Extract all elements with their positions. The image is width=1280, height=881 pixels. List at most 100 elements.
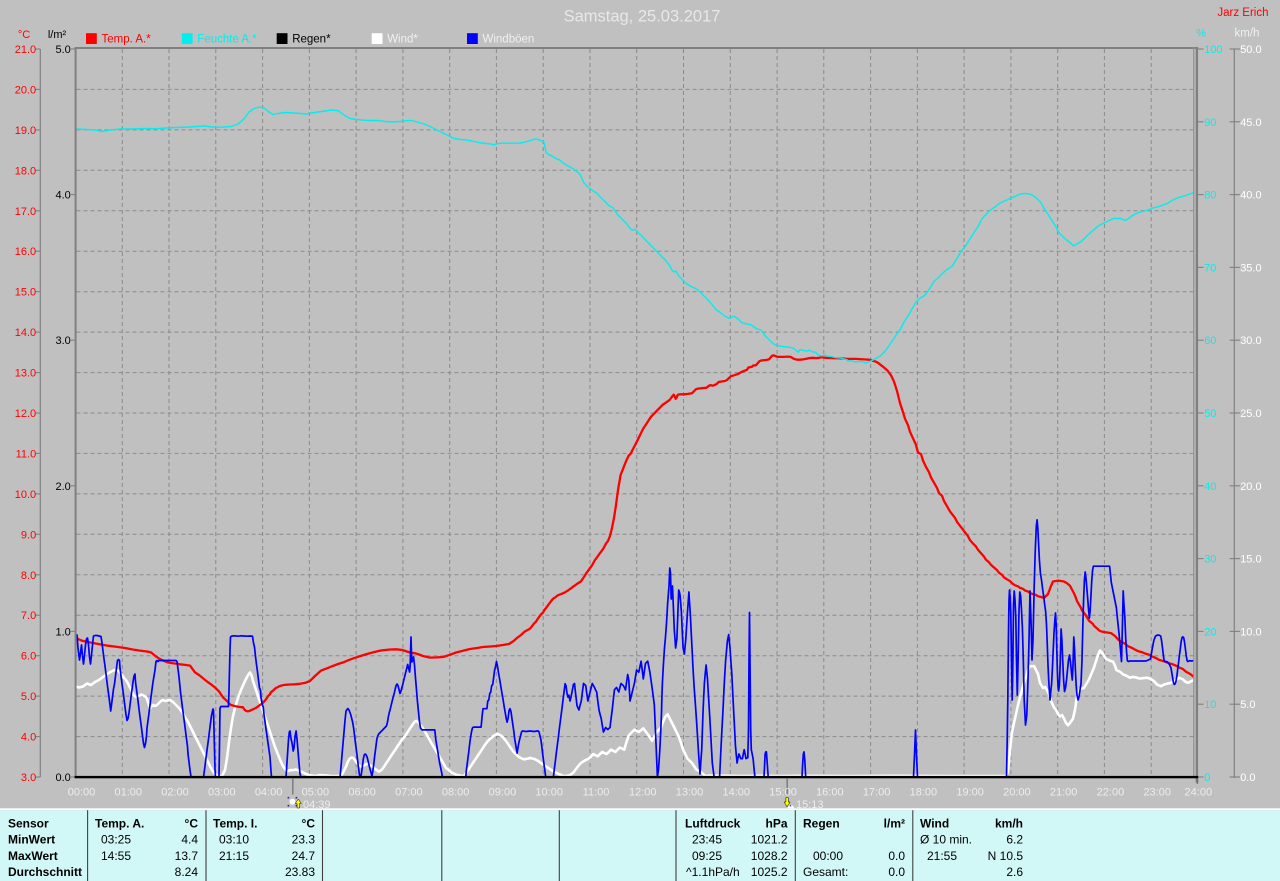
svg-text:Wind: Wind — [920, 816, 949, 830]
svg-text:05:00: 05:00 — [302, 787, 330, 799]
svg-text:°C: °C — [18, 29, 30, 41]
svg-text:22:00: 22:00 — [1097, 787, 1125, 799]
svg-text:60: 60 — [1204, 335, 1216, 347]
svg-text:MaxWert: MaxWert — [8, 849, 58, 863]
svg-text:6.0: 6.0 — [21, 651, 36, 663]
svg-text:09:00: 09:00 — [489, 787, 517, 799]
svg-text:3.0: 3.0 — [21, 772, 36, 784]
svg-text:50.0: 50.0 — [1240, 44, 1261, 56]
svg-text:^1.1hPa/h: ^1.1hPa/h — [686, 865, 740, 879]
svg-text:5.0: 5.0 — [1240, 699, 1255, 711]
svg-text:23:00: 23:00 — [1143, 787, 1171, 799]
svg-text:12.0: 12.0 — [15, 408, 36, 420]
svg-text:0.0: 0.0 — [56, 772, 71, 784]
svg-text:Sensor: Sensor — [8, 816, 49, 830]
svg-text:24:00: 24:00 — [1185, 787, 1213, 799]
svg-text:23:45: 23:45 — [692, 833, 722, 847]
svg-text:18:00: 18:00 — [910, 787, 938, 799]
svg-text:16:00: 16:00 — [816, 787, 844, 799]
svg-text:7.0: 7.0 — [21, 610, 36, 622]
svg-text:40.0: 40.0 — [1240, 190, 1261, 202]
svg-text:Feuchte A.*: Feuchte A.* — [197, 34, 257, 46]
svg-text:16.0: 16.0 — [15, 246, 36, 258]
svg-text:0.0: 0.0 — [1240, 772, 1255, 784]
svg-text:15.0: 15.0 — [15, 287, 36, 299]
svg-text:70: 70 — [1204, 262, 1216, 274]
svg-text:15:13: 15:13 — [796, 799, 824, 811]
svg-text:0.0: 0.0 — [888, 865, 905, 879]
svg-text:%: % — [1196, 28, 1206, 40]
svg-text:1021.2: 1021.2 — [751, 833, 788, 847]
svg-text:13.0: 13.0 — [15, 368, 36, 380]
svg-text:21:55: 21:55 — [927, 849, 957, 863]
svg-text:Regen: Regen — [803, 816, 840, 830]
svg-text:MinWert: MinWert — [8, 833, 55, 847]
svg-text:23.3: 23.3 — [292, 833, 316, 847]
svg-text:0: 0 — [1204, 772, 1210, 784]
svg-text:14:55: 14:55 — [101, 849, 131, 863]
svg-text:°C: °C — [185, 816, 199, 830]
svg-text:2.0: 2.0 — [56, 481, 71, 493]
svg-text:8.0: 8.0 — [21, 570, 36, 582]
svg-text:30: 30 — [1204, 554, 1216, 566]
svg-text:14:00: 14:00 — [723, 787, 751, 799]
svg-text:15:00: 15:00 — [769, 787, 797, 799]
svg-text:l/m²: l/m² — [884, 816, 905, 830]
svg-text:4.0: 4.0 — [21, 732, 36, 744]
svg-text:20: 20 — [1204, 626, 1216, 638]
svg-text:12:00: 12:00 — [629, 787, 657, 799]
svg-text:24.7: 24.7 — [292, 849, 316, 863]
svg-text:Temp. I.: Temp. I. — [213, 816, 257, 830]
svg-text:40: 40 — [1204, 481, 1216, 493]
svg-text:23.83: 23.83 — [285, 865, 315, 879]
svg-text:Luftdruck: Luftdruck — [685, 816, 741, 830]
svg-text:°C: °C — [302, 816, 316, 830]
svg-text:10: 10 — [1204, 699, 1216, 711]
svg-text:5.0: 5.0 — [56, 44, 71, 56]
svg-text:35.0: 35.0 — [1240, 262, 1261, 274]
svg-text:18.0: 18.0 — [15, 165, 36, 177]
svg-text:80: 80 — [1204, 190, 1216, 202]
svg-text:03:00: 03:00 — [208, 787, 236, 799]
svg-text:Samstag, 25.03.2017: Samstag, 25.03.2017 — [564, 8, 721, 26]
svg-text:15.0: 15.0 — [1240, 554, 1261, 566]
svg-text:13:00: 13:00 — [676, 787, 704, 799]
svg-text:km/h: km/h — [1235, 28, 1260, 40]
svg-text:08:00: 08:00 — [442, 787, 470, 799]
svg-text:km/h: km/h — [995, 816, 1023, 830]
svg-text:19:00: 19:00 — [956, 787, 984, 799]
svg-text:45.0: 45.0 — [1240, 117, 1261, 129]
svg-text:06:00: 06:00 — [348, 787, 376, 799]
svg-text:09:25: 09:25 — [692, 849, 722, 863]
svg-text:3.0: 3.0 — [56, 335, 71, 347]
svg-text:10:00: 10:00 — [535, 787, 563, 799]
svg-text:Windböen: Windböen — [483, 34, 535, 46]
svg-text:20.0: 20.0 — [15, 84, 36, 96]
svg-text:02:00: 02:00 — [161, 787, 189, 799]
svg-text:Ø 10 min.: Ø 10 min. — [920, 833, 972, 847]
svg-text:9.0: 9.0 — [21, 529, 36, 541]
svg-text:10.0: 10.0 — [15, 489, 36, 501]
svg-text:30.0: 30.0 — [1240, 335, 1261, 347]
svg-text:13.7: 13.7 — [175, 849, 199, 863]
svg-text:Wind*: Wind* — [387, 34, 418, 46]
svg-text:N 10.5: N 10.5 — [988, 849, 1024, 863]
svg-text:07:00: 07:00 — [395, 787, 423, 799]
svg-text:1028.2: 1028.2 — [751, 849, 788, 863]
svg-text:hPa: hPa — [765, 816, 787, 830]
svg-text:100: 100 — [1204, 44, 1222, 56]
svg-text:01:00: 01:00 — [115, 787, 143, 799]
svg-text:20:00: 20:00 — [1003, 787, 1031, 799]
svg-text:03:25: 03:25 — [101, 833, 131, 847]
svg-text:03:10: 03:10 — [219, 833, 249, 847]
svg-text:1.0: 1.0 — [56, 626, 71, 638]
svg-text:00:00: 00:00 — [68, 787, 96, 799]
svg-text:Regen*: Regen* — [292, 34, 331, 46]
svg-text:Jarz Erich: Jarz Erich — [1217, 7, 1268, 19]
svg-text:4.0: 4.0 — [56, 190, 71, 202]
svg-text:19.0: 19.0 — [15, 125, 36, 137]
svg-text:00:00: 00:00 — [813, 849, 843, 863]
svg-text:17:00: 17:00 — [863, 787, 891, 799]
svg-text:04:00: 04:00 — [255, 787, 283, 799]
svg-text:6.2: 6.2 — [1006, 833, 1023, 847]
